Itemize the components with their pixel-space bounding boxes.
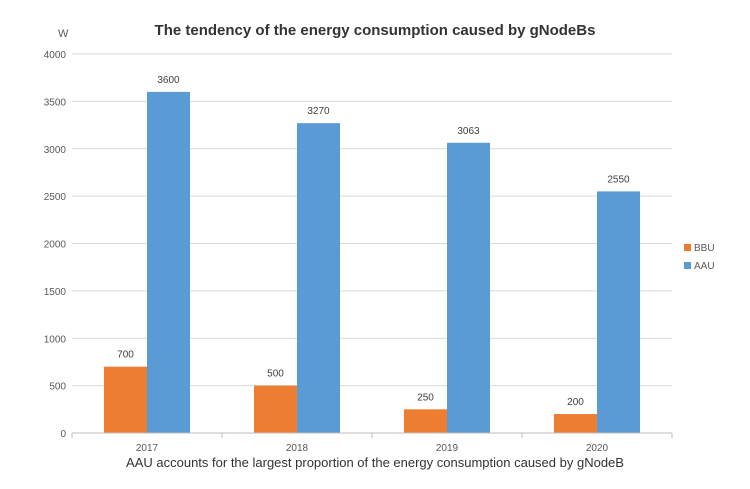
bar-bbu (404, 409, 447, 433)
chart-caption: AAU accounts for the largest proportion … (126, 455, 624, 470)
bar-bbu (104, 366, 147, 433)
bar-aau (597, 191, 640, 433)
chart-title: The tendency of the energy consumption c… (154, 22, 596, 39)
bar-bbu (254, 385, 297, 433)
y-tick-label: 3500 (44, 97, 67, 108)
data-label-bbu: 700 (117, 350, 134, 361)
x-tick-label: 2018 (286, 443, 309, 454)
y-tick-label: 500 (49, 382, 66, 393)
data-label-aau: 2550 (607, 174, 630, 185)
x-tick-label: 2017 (136, 443, 159, 454)
bar-aau (297, 123, 340, 433)
y-tick-label: 0 (60, 429, 66, 440)
data-label-aau: 3270 (307, 106, 330, 117)
y-axis-label: W (58, 28, 69, 40)
y-tick-label: 1500 (44, 287, 67, 298)
data-label-aau: 3600 (157, 75, 180, 86)
y-tick-label: 2000 (44, 240, 67, 251)
legend-label-bbu: BBU (694, 243, 715, 254)
y-tick-label: 1000 (44, 334, 67, 345)
bar-aau (147, 91, 190, 434)
x-tick-label: 2020 (586, 443, 609, 454)
data-label-bbu: 250 (417, 392, 434, 403)
x-tick-label: 2019 (436, 443, 459, 454)
data-label-bbu: 200 (567, 397, 584, 408)
bar-aau (447, 142, 490, 433)
y-tick-label: 2500 (44, 192, 67, 203)
y-tick-label: 3000 (44, 145, 67, 156)
legend-label-aau: AAU (694, 261, 715, 272)
legend-swatch-bbu (684, 244, 691, 251)
bar-bbu (554, 414, 597, 433)
y-tick-label: 4000 (44, 50, 67, 61)
legend-swatch-aau (684, 262, 691, 269)
data-label-bbu: 500 (267, 369, 284, 380)
data-label-aau: 3063 (457, 126, 480, 137)
